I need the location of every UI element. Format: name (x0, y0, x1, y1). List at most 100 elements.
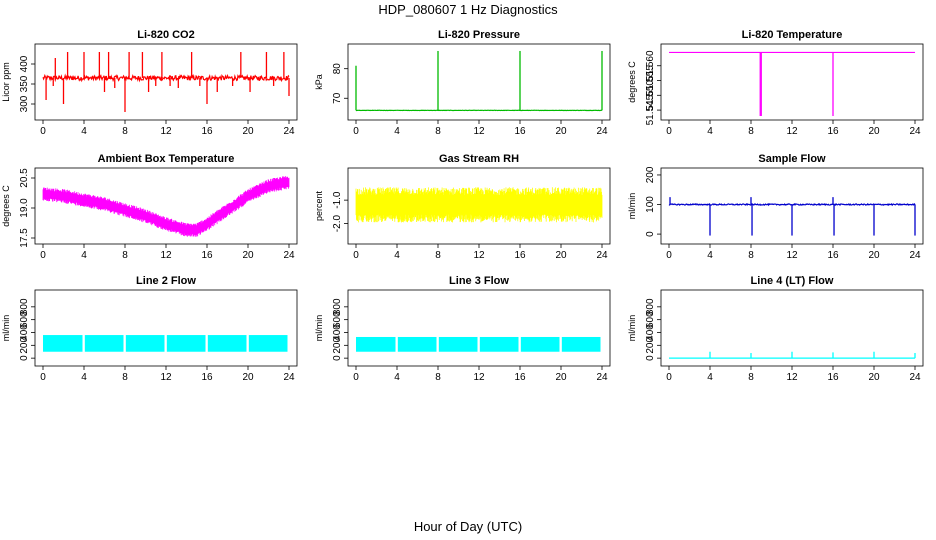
plot-frame (34, 167, 298, 245)
flow-band-segment (125, 335, 165, 352)
x-tick-label: 24 (283, 250, 295, 261)
x-tick-label: 16 (514, 126, 526, 137)
y-tick-label: 51.545 (645, 94, 656, 125)
y-tick-label: 200 (19, 337, 30, 354)
x-tick-label: 4 (394, 372, 400, 383)
x-tick-label: 16 (827, 372, 839, 383)
series-line-1 (355, 187, 603, 223)
x-tick-label: 24 (596, 372, 608, 383)
y-tick-label: 0 (645, 231, 656, 237)
x-tick-label: 0 (666, 250, 672, 261)
series-marks (668, 197, 916, 236)
x-tick-label: 4 (81, 372, 87, 383)
y-tick-label: 200 (645, 166, 656, 183)
x-tick-label: 8 (122, 372, 128, 383)
y-tick-label: 400 (19, 55, 30, 72)
y-axis-label: percent (314, 190, 324, 221)
y-tick-label: 350 (19, 75, 30, 92)
flow-band-segment (248, 335, 288, 352)
y-axis-label: Licor ppm (1, 62, 11, 102)
x-tick-label: 12 (160, 250, 172, 261)
x-tick-label: 24 (283, 372, 295, 383)
series-marks (669, 51, 915, 116)
y-tick-label: 800 (645, 298, 656, 315)
x-tick-label: 16 (201, 250, 213, 261)
chart-panel-3: Li-820 Temperature degrees C 0 4 8 12 16 20 24 51… (627, 29, 924, 137)
flow-band-segment (438, 336, 478, 352)
y-axis-label: ml/min (1, 315, 11, 342)
x-tick-label: 16 (514, 250, 526, 261)
x-tick-label: 24 (909, 250, 921, 261)
x-tick-label: 20 (555, 372, 567, 383)
x-tick-label: 4 (394, 250, 400, 261)
y-axis-label: kPa (314, 74, 324, 90)
y-tick-label: 600 (332, 311, 343, 328)
y-tick-label: 200 (332, 337, 343, 354)
flow-band-segment (166, 335, 206, 352)
x-tick-label: 16 (514, 372, 526, 383)
y-tick-label: 600 (645, 311, 656, 328)
y-tick-label: 17.5 (19, 228, 30, 248)
x-tick-label: 8 (122, 250, 128, 261)
chart-panel-6: Sample Flow ml/min 0 4 8 12 16 20 24 0 100 200 (627, 153, 924, 261)
plot-frame (347, 289, 611, 367)
x-tick-label: 0 (666, 126, 672, 137)
y-tick-label: 0 (645, 355, 656, 361)
x-tick-label: 20 (868, 372, 880, 383)
x-tick-label: 16 (201, 126, 213, 137)
x-tick-label: 12 (473, 250, 485, 261)
x-tick-label: 20 (242, 372, 254, 383)
y-axis-label: degrees C (627, 61, 637, 103)
x-tick-label: 12 (160, 372, 172, 383)
x-tick-label: 12 (473, 372, 485, 383)
panel-title: Line 4 (LT) Flow (751, 275, 834, 287)
x-tick-label: 16 (827, 250, 839, 261)
series-marks (355, 187, 603, 223)
flow-band-segment (207, 335, 247, 352)
series-marks (42, 176, 290, 237)
x-tick-label: 8 (748, 372, 754, 383)
x-tick-label: 24 (283, 126, 295, 137)
panel-title: Line 3 Flow (449, 275, 509, 287)
series-marks (43, 335, 288, 352)
flow-band-segment (520, 336, 560, 352)
plot-frame (660, 43, 924, 121)
x-tick-label: 20 (868, 250, 880, 261)
chart-panel-4: Ambient Box Temperature degrees C 0 4 8 12 16 2… (1, 153, 298, 261)
series-marks (42, 52, 290, 112)
panel-title: Line 2 Flow (136, 275, 196, 287)
y-tick-label: 51.560 (645, 50, 656, 81)
x-tick-label: 0 (40, 372, 46, 383)
x-tick-label: 20 (242, 126, 254, 137)
x-tick-label: 4 (707, 250, 713, 261)
x-tick-label: 24 (909, 126, 921, 137)
y-axis-label: ml/min (314, 315, 324, 342)
y-tick-label: 300 (19, 95, 30, 112)
chart-panel-2: Li-820 Pressure kPa 0 4 8 12 16 20 24 70 80 (314, 29, 611, 137)
y-tick-label: 800 (332, 298, 343, 315)
x-tick-label: 12 (786, 372, 798, 383)
x-tick-label: 4 (81, 126, 87, 137)
series-marks (356, 336, 601, 352)
x-tick-label: 12 (786, 250, 798, 261)
x-tick-label: 0 (353, 250, 359, 261)
figure-x-axis-label: Hour of Day (UTC) (414, 519, 522, 534)
x-tick-label: 12 (473, 126, 485, 137)
panel-title: Li-820 Temperature (742, 29, 843, 41)
x-tick-label: 24 (596, 126, 608, 137)
y-tick-label: 400 (645, 324, 656, 341)
panel-title: Gas Stream RH (439, 153, 519, 165)
y-tick-label: 51.555 (645, 65, 656, 96)
x-tick-label: 0 (666, 372, 672, 383)
series-line-1 (42, 176, 290, 237)
y-tick-label: 800 (19, 298, 30, 315)
x-tick-label: 4 (394, 126, 400, 137)
flow-band-segment (84, 335, 124, 352)
series-line-1 (42, 73, 290, 83)
x-tick-label: 24 (596, 250, 608, 261)
x-tick-label: 0 (353, 126, 359, 137)
